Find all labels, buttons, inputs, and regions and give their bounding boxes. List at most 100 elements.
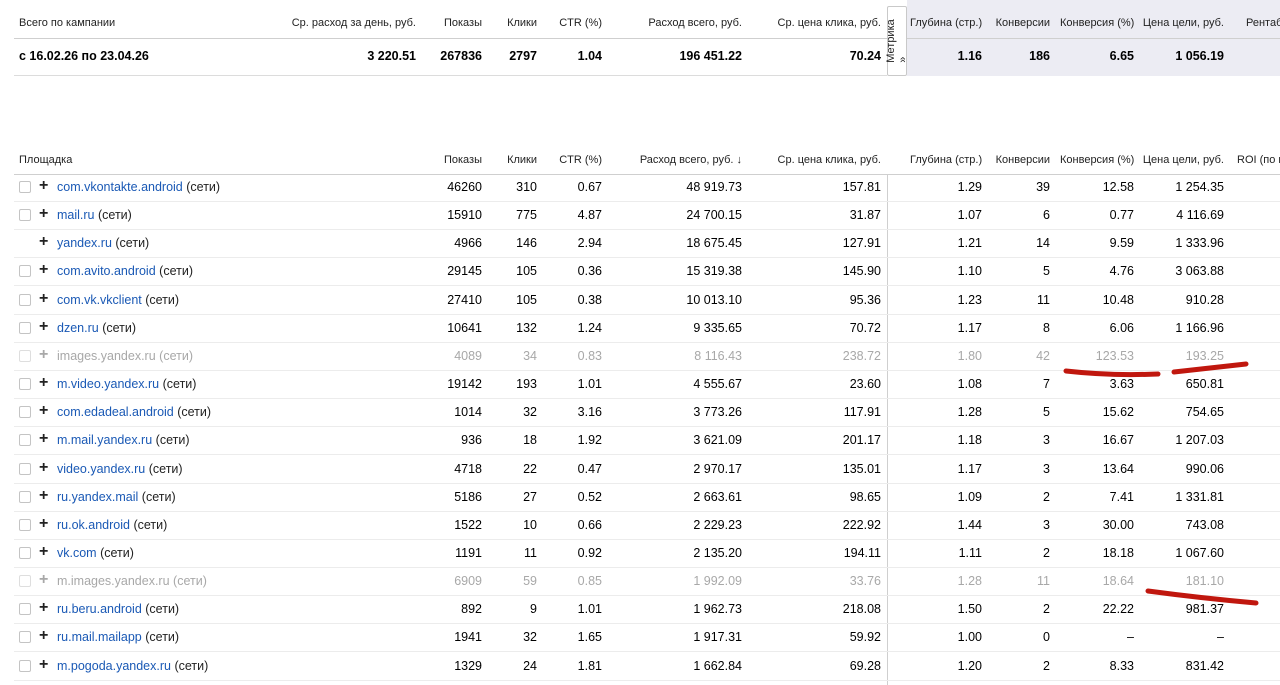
table-row[interactable]: + ru.mail.mailapp (сети) 1941 32 1.65 1 917.3…: [0, 624, 1280, 653]
expand-plus-icon[interactable]: +: [39, 317, 49, 335]
table-row[interactable]: + m.video.yandex.ru (сети) 19142 193 1.01 4 5…: [0, 371, 1280, 400]
site-link[interactable]: vk.com: [57, 545, 97, 560]
col-header-conversions[interactable]: Конверсии: [995, 154, 1050, 166]
table-row[interactable]: + mail.ru (сети) 15910 775 4.87 24 700.15 31.8…: [0, 202, 1280, 231]
summary-header-depth: Глубина (стр.): [910, 17, 983, 29]
expand-plus-icon[interactable]: +: [39, 627, 49, 645]
site-link[interactable]: com.vk.vkclient: [57, 292, 142, 307]
table-row[interactable]: + ru.ok.android (сети) 1522 10 0.66 2 229.23 2…: [0, 512, 1280, 540]
expand-plus-icon[interactable]: +: [39, 205, 49, 223]
col-header-clicks[interactable]: Клики: [507, 154, 537, 166]
table-row[interactable]: + yandex.ru (сети) 4966 146 2.94 18 675.45 127…: [0, 230, 1280, 259]
site-link[interactable]: m.pogoda.yandex.ru: [57, 658, 171, 673]
cell-conv: 2: [1043, 602, 1050, 617]
expand-plus-icon[interactable]: +: [39, 458, 49, 476]
row-checkbox[interactable]: [19, 518, 31, 531]
cell-depth: 1.20: [957, 658, 982, 673]
table-row[interactable]: + ru.yandex.mail (сети) 5186 27 0.52 2 663.61…: [0, 484, 1280, 512]
site-link[interactable]: com.avito.android: [57, 264, 156, 279]
row-checkbox[interactable]: [19, 603, 31, 616]
table-row[interactable]: + com.vkontakte.android (сети) 46260 310 0.6…: [0, 174, 1280, 202]
row-checkbox[interactable]: [19, 293, 31, 306]
cell-depth: 1.00: [957, 630, 982, 645]
table-row[interactable]: + com.edadeal.android (сети) 1014 32 3.16 3 7…: [0, 399, 1280, 428]
row-checkbox[interactable]: [19, 378, 31, 391]
expand-plus-icon[interactable]: +: [39, 374, 49, 392]
annotation-underline-conv-rate: [1063, 368, 1161, 378]
site-link[interactable]: video.yandex.ru: [57, 461, 146, 476]
expand-plus-icon[interactable]: +: [39, 289, 49, 307]
site-link[interactable]: yandex.ru: [57, 236, 112, 251]
expand-plus-icon[interactable]: +: [39, 177, 49, 194]
col-header-goal-price[interactable]: Цена цели, руб.: [1142, 154, 1224, 166]
site-link[interactable]: dzen.ru: [57, 320, 99, 335]
table-row[interactable]: + m.images.yandex.ru (сети) 6909 59 0.85 1 99…: [0, 568, 1280, 597]
cell-cpc: 33.76: [849, 574, 881, 589]
site-link[interactable]: com.vkontakte.android: [57, 180, 183, 194]
expand-plus-icon[interactable]: +: [39, 345, 49, 363]
row-checkbox[interactable]: [19, 631, 31, 644]
cell-ctr: 0.47: [577, 461, 602, 476]
site-link[interactable]: m.images.yandex.ru: [57, 574, 170, 589]
row-checkbox[interactable]: [19, 349, 31, 362]
expand-plus-icon[interactable]: +: [39, 514, 49, 532]
expand-plus-icon[interactable]: +: [39, 571, 49, 589]
col-header-total-spend[interactable]: Расход всего, руб. ↓: [639, 154, 742, 166]
expand-plus-icon[interactable]: +: [39, 599, 49, 617]
row-checkbox[interactable]: [19, 406, 31, 419]
table-row[interactable]: + m.mail.yandex.ru (сети) 936 18 1.92 3 621.0…: [0, 427, 1280, 456]
row-checkbox[interactable]: [19, 546, 31, 559]
site-link[interactable]: ru.ok.android: [57, 517, 130, 532]
site-link[interactable]: m.video.yandex.ru: [57, 377, 160, 392]
cell-clicks: 34: [523, 348, 537, 363]
cell-cpc: 157.81: [842, 180, 881, 194]
table-row[interactable]: + vk.com (сети) 1191 11 0.92 2 135.20 194.11 1.…: [0, 540, 1280, 568]
row-checkbox[interactable]: [19, 490, 31, 503]
col-header-roi[interactable]: ROI (по ц: [1237, 154, 1280, 166]
expand-plus-icon[interactable]: +: [39, 655, 49, 673]
table-row[interactable]: + m.pogoda.yandex.ru (сети) 1329 24 1.81 1 66…: [0, 653, 1280, 681]
cell-cpc: 70.72: [849, 320, 881, 335]
expand-plus-icon[interactable]: +: [39, 430, 49, 448]
site-link[interactable]: images.yandex.ru: [57, 348, 156, 363]
row-checkbox[interactable]: [19, 575, 31, 588]
row-checkbox[interactable]: [19, 659, 31, 672]
col-header-cpc[interactable]: Ср. цена клика, руб.: [777, 154, 881, 166]
col-header-conv-rate[interactable]: Конверсия (%): [1060, 154, 1135, 166]
cell-depth: 1.50: [957, 602, 982, 617]
cell-goal: 650.81: [1185, 377, 1224, 392]
cell-rate: –: [1127, 630, 1134, 645]
metrika-toggle-button[interactable]: Метрика »: [885, 6, 909, 76]
table-row[interactable]: + com.vk.vkclient (сети) 27410 105 0.38 10 01…: [0, 287, 1280, 315]
table-row[interactable]: + images.yandex.ru (сети) 4089 34 0.83 8 116.…: [0, 343, 1280, 371]
col-header-ctr[interactable]: CTR (%): [559, 154, 602, 166]
row-checkbox[interactable]: [19, 462, 31, 475]
site-link[interactable]: ru.beru.android: [57, 602, 142, 617]
row-checkbox[interactable]: [19, 181, 31, 193]
site-link[interactable]: ru.yandex.mail: [57, 489, 139, 504]
table-row[interactable]: + ru.beru.android (сети) 892 9 1.01 1 962.73 2…: [0, 596, 1280, 625]
expand-plus-icon[interactable]: +: [39, 261, 49, 279]
col-header-impressions[interactable]: Показы: [443, 154, 482, 166]
site-link[interactable]: m.mail.yandex.ru: [57, 433, 153, 448]
expand-plus-icon[interactable]: +: [39, 402, 49, 420]
expand-plus-icon[interactable]: +: [39, 486, 49, 504]
row-checkbox[interactable]: [19, 209, 31, 222]
expand-plus-icon[interactable]: +: [39, 233, 49, 251]
row-checkbox[interactable]: [19, 265, 31, 278]
site-link[interactable]: mail.ru: [57, 208, 95, 223]
cell-goal: 4 116.69: [1176, 208, 1224, 223]
table-row[interactable]: + dzen.ru (сети) 10641 132 1.24 9 335.65 70.72…: [0, 315, 1280, 343]
table-row[interactable]: + video.yandex.ru (сети) 4718 22 0.47 2 970.1…: [0, 456, 1280, 484]
col-header-depth[interactable]: Глубина (стр.): [910, 154, 983, 166]
row-checkbox[interactable]: [19, 321, 31, 334]
row-checkbox[interactable]: [19, 434, 31, 447]
cell-depth: 1.28: [957, 405, 982, 420]
expand-plus-icon[interactable]: +: [39, 542, 49, 560]
summary-clicks: 2797: [509, 49, 537, 63]
site-link[interactable]: ru.mail.mailapp: [57, 630, 142, 645]
site-link[interactable]: com.edadeal.android: [57, 405, 174, 420]
table-row[interactable]: + com.avito.android (сети) 29145 105 0.36 15 …: [0, 258, 1280, 287]
col-header-site[interactable]: Площадка: [19, 154, 73, 166]
cell-spend: 3 621.09: [693, 433, 742, 448]
